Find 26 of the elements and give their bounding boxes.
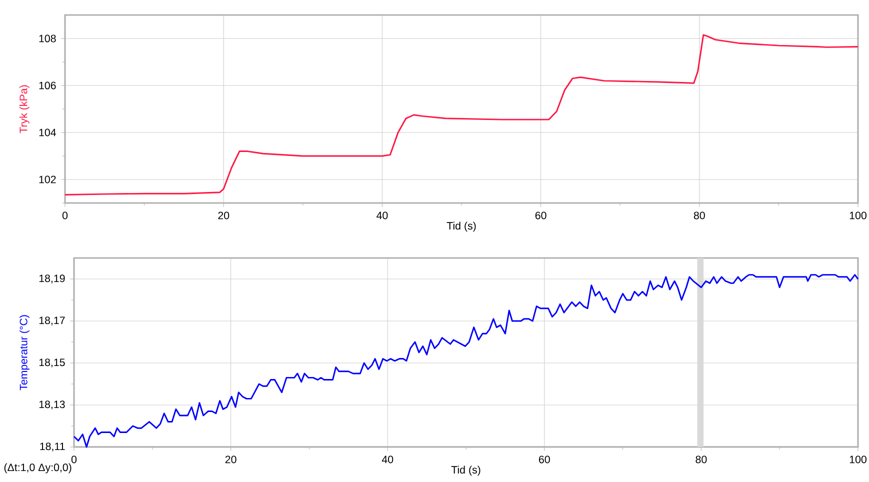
text: (Δt:1,0 Δy:0,0) [4,463,72,474]
y-tick-label: 18,15 [39,358,65,368]
x-tick-label: 0 [62,212,68,220]
x-tick-label: 60 [539,456,550,464]
y-axis-title: Tryk (kPa) [19,85,30,134]
y-tick-label: 18,13 [39,400,65,410]
y-tick-label: 102 [39,176,56,184]
y-tick-label: 104 [39,128,56,136]
x-tick-label: 60 [535,212,546,220]
x-tick-label: 40 [376,212,388,220]
y-axis-title: Temperatur (°C) [20,315,30,390]
x-tick-label: 80 [694,212,705,220]
y-tick-label: 108 [39,34,56,42]
x-tick-label: 0 [71,456,77,464]
x-tick-label: 20 [225,456,236,464]
y-tick-label: 18,17 [39,316,65,326]
x-tick-label: 20 [218,212,230,220]
x-axis-title: Tid (s) [451,466,480,476]
x-tick-label: 80 [696,456,707,464]
x-tick-label: 40 [382,456,394,464]
x-tick-label: 100 [850,456,866,464]
y-tick-label: 18,11 [40,442,65,452]
y-tick-label: 18,19 [39,274,65,284]
x-tick-label: 100 [850,212,866,220]
x-axis-title: Tid (s) [446,222,476,232]
y-tick-label: 106 [39,82,56,90]
